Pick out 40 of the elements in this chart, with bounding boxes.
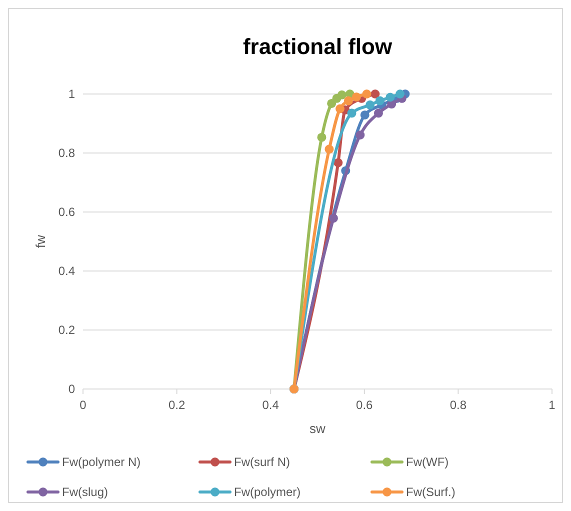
x-tick-label: 0.8 xyxy=(450,398,467,412)
point xyxy=(370,90,380,98)
y-tick-label: 0.2 xyxy=(58,323,76,338)
point xyxy=(328,214,338,223)
y-axis-title: fw xyxy=(33,234,48,248)
point xyxy=(324,144,334,154)
point xyxy=(337,90,346,100)
point xyxy=(356,130,365,140)
point xyxy=(317,132,326,142)
x-tick-label: 0.6 xyxy=(356,398,374,412)
point xyxy=(366,100,375,110)
legend-label: Fw(surf N) xyxy=(234,455,290,470)
point xyxy=(362,90,372,98)
y-tick-label: 0.6 xyxy=(58,205,76,220)
x-tick-label: 0.2 xyxy=(168,398,186,412)
point xyxy=(360,110,370,120)
point xyxy=(327,98,336,108)
point xyxy=(336,104,345,114)
legend-label: Fw(Surf.) xyxy=(406,485,456,500)
y-tick-label: 0.4 xyxy=(58,264,76,278)
y-tick-label: 1 xyxy=(68,87,76,102)
point xyxy=(344,96,353,106)
legend-label: Fw(slug) xyxy=(62,485,108,500)
legend-label: Fw(WF) xyxy=(406,455,449,470)
chart-title: fractional flow xyxy=(242,34,393,59)
point xyxy=(334,158,343,168)
y-tick-label: 0.8 xyxy=(58,146,76,160)
point xyxy=(352,92,361,102)
point xyxy=(374,108,383,118)
x-axis-title: sw xyxy=(310,421,326,436)
point xyxy=(375,96,384,106)
legend-label: Fw(polymer N) xyxy=(62,455,141,470)
point xyxy=(396,90,405,98)
x-tick-label: 0 xyxy=(80,398,87,412)
x-tick-label: 0.4 xyxy=(262,398,280,412)
y-tick-label: 0 xyxy=(68,382,76,396)
legend-label: Fw(polymer) xyxy=(234,485,301,500)
point xyxy=(386,92,395,102)
x-tick-label: 1 xyxy=(548,398,556,412)
point xyxy=(347,108,356,118)
